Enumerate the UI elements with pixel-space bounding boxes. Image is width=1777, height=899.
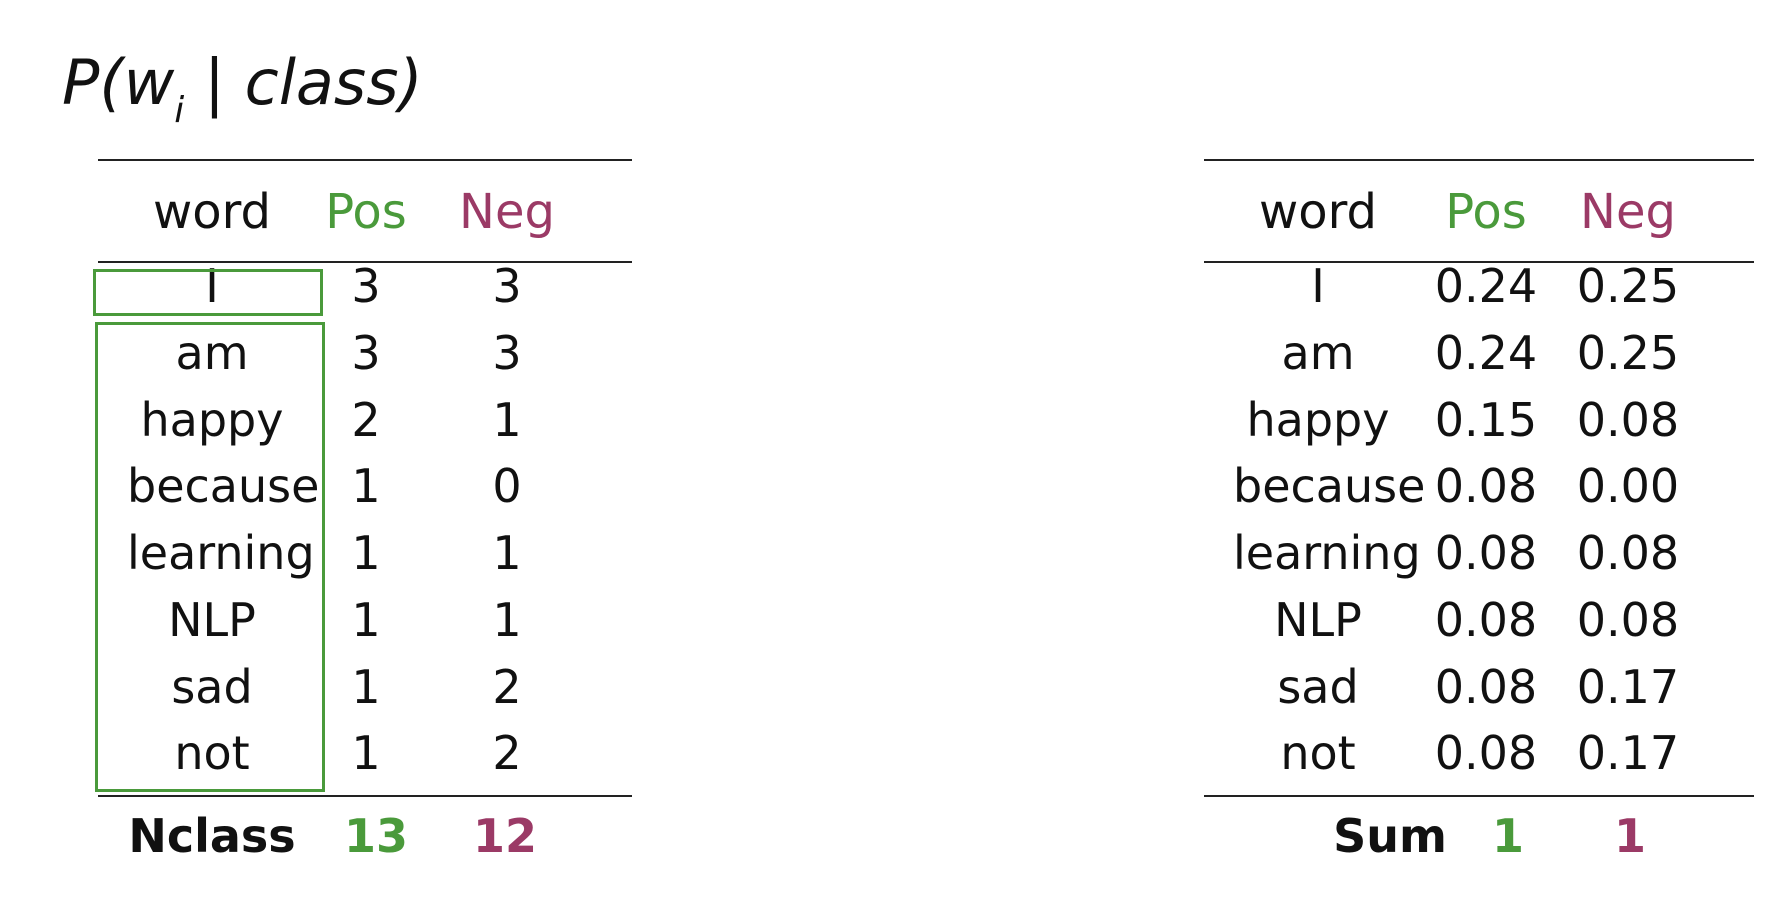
prob-cell-word: sad	[1277, 660, 1359, 714]
prob-cell-neg: 0.08	[1576, 393, 1680, 447]
count-bottom-rule	[98, 795, 632, 797]
prob-cell-word: happy	[1246, 393, 1390, 447]
count-cell-word: NLP	[168, 593, 256, 647]
count-cell-pos: 1	[351, 526, 381, 580]
slide-title: P(wi | class)	[62, 52, 423, 129]
prob-header-word: word	[1259, 184, 1377, 240]
count-header-pos: Pos	[325, 184, 407, 240]
count-cell-neg: 0	[492, 459, 522, 513]
prob-cell-neg: 0.08	[1576, 593, 1680, 647]
title-variable: w	[123, 46, 175, 119]
prob-header-pos: Pos	[1445, 184, 1527, 240]
count-cell-word: I	[205, 259, 219, 313]
prob-header-rule	[1204, 261, 1754, 263]
prob-cell-word: because	[1233, 459, 1426, 513]
prob-top-rule	[1204, 159, 1754, 161]
count-cell-word: because	[127, 459, 320, 513]
title-rest: | class)	[184, 46, 423, 119]
highlight-box-first-word	[93, 269, 323, 316]
prob-cell-neg: 0.17	[1576, 726, 1680, 780]
prob-cell-word: learning	[1233, 526, 1421, 580]
prob-cell-neg: 0.25	[1576, 326, 1680, 380]
prob-cell-pos: 0.24	[1434, 326, 1538, 380]
count-footer-neg: 12	[472, 809, 537, 863]
count-cell-neg: 3	[492, 326, 522, 380]
count-top-rule	[98, 159, 632, 161]
prob-cell-neg: 0.08	[1576, 526, 1680, 580]
prob-cell-neg: 0.17	[1576, 660, 1680, 714]
count-header-neg: Neg	[459, 184, 555, 240]
title-subscript: i	[174, 90, 185, 131]
count-header-rule	[98, 261, 632, 263]
prob-bottom-rule	[1204, 795, 1754, 797]
prob-cell-neg: 0.25	[1576, 259, 1680, 313]
count-cell-pos: 3	[351, 326, 381, 380]
count-cell-pos: 1	[351, 726, 381, 780]
prob-cell-neg: 0.00	[1576, 459, 1680, 513]
prob-cell-word: I	[1311, 259, 1325, 313]
prob-cell-pos: 0.08	[1434, 526, 1538, 580]
count-cell-word: am	[175, 326, 249, 380]
prob-footer-pos: 1	[1491, 809, 1524, 863]
prob-cell-pos: 0.08	[1434, 459, 1538, 513]
prob-footer-word: Sum	[1333, 809, 1447, 863]
count-cell-word: learning	[127, 526, 315, 580]
count-cell-word: not	[174, 726, 250, 780]
prob-cell-pos: 0.15	[1434, 393, 1538, 447]
count-footer-pos: 13	[343, 809, 408, 863]
count-cell-pos: 3	[351, 259, 381, 313]
count-cell-neg: 3	[492, 259, 522, 313]
highlight-box-remaining-words	[95, 322, 325, 792]
prob-cell-pos: 0.08	[1434, 726, 1538, 780]
count-footer-word: Nclass	[128, 809, 296, 863]
prob-cell-word: not	[1280, 726, 1356, 780]
count-header-word: word	[153, 184, 271, 240]
count-cell-neg: 2	[492, 726, 522, 780]
count-cell-pos: 2	[351, 393, 381, 447]
prob-footer-neg: 1	[1613, 809, 1646, 863]
prob-cell-pos: 0.24	[1434, 259, 1538, 313]
count-cell-word: happy	[140, 393, 284, 447]
count-cell-neg: 1	[492, 393, 522, 447]
prob-header-neg: Neg	[1580, 184, 1676, 240]
prob-cell-word: am	[1281, 326, 1355, 380]
prob-cell-word: NLP	[1274, 593, 1362, 647]
title-prefix: P(	[62, 46, 124, 119]
prob-cell-pos: 0.08	[1434, 593, 1538, 647]
count-cell-neg: 1	[492, 526, 522, 580]
count-cell-pos: 1	[351, 459, 381, 513]
prob-cell-pos: 0.08	[1434, 660, 1538, 714]
count-cell-word: sad	[171, 660, 253, 714]
count-cell-neg: 2	[492, 660, 522, 714]
count-cell-pos: 1	[351, 593, 381, 647]
count-cell-pos: 1	[351, 660, 381, 714]
count-cell-neg: 1	[492, 593, 522, 647]
